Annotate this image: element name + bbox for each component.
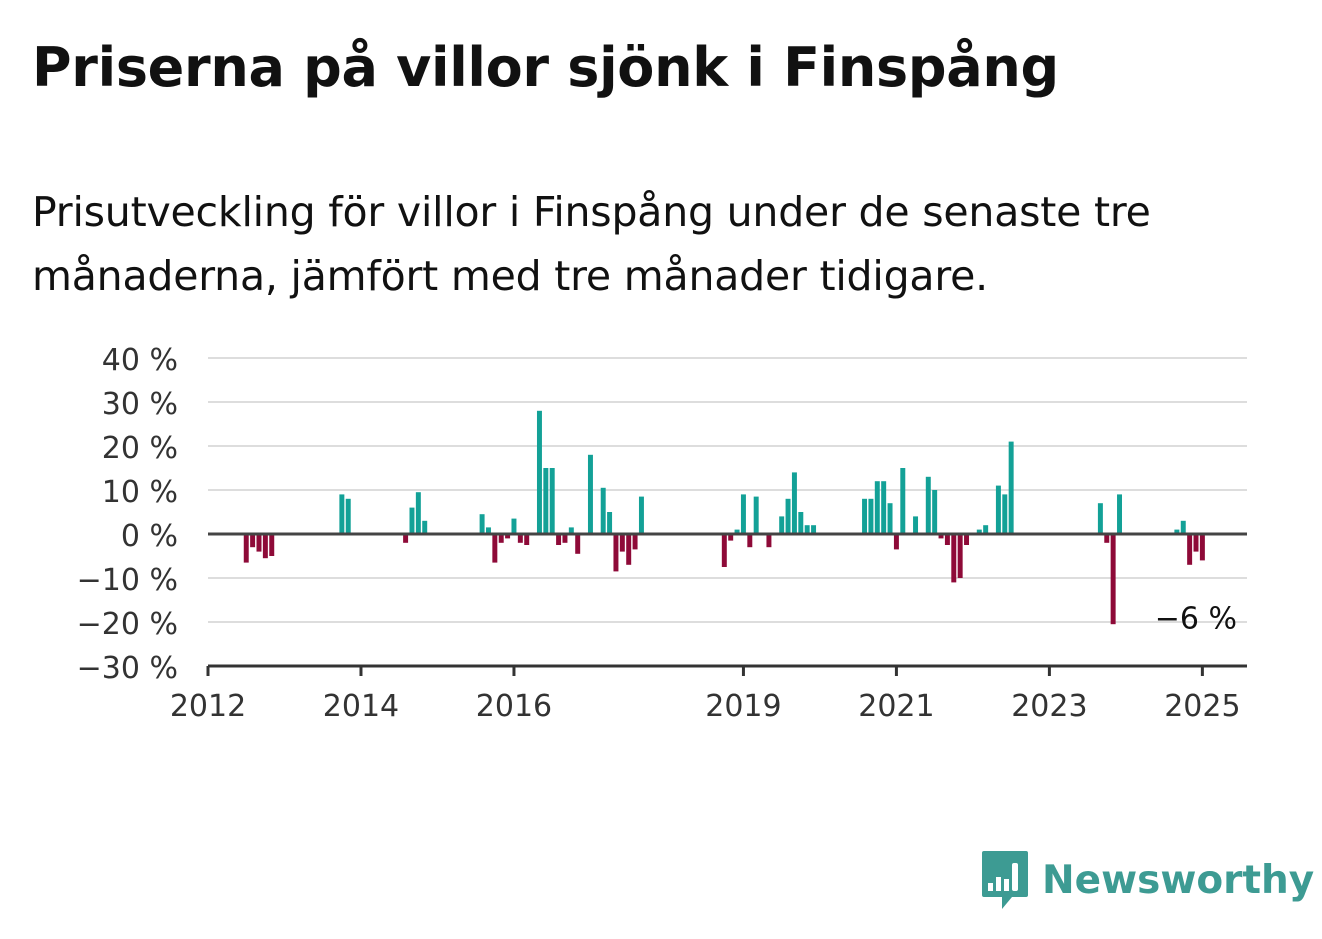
x-tick-label: 2014 bbox=[323, 689, 399, 724]
bar bbox=[983, 525, 989, 534]
bar bbox=[779, 516, 785, 534]
y-tick-label: 10 % bbox=[102, 475, 178, 510]
newsworthy-logo-icon bbox=[982, 851, 1028, 909]
bar bbox=[721, 534, 727, 567]
bar bbox=[536, 410, 542, 534]
bar bbox=[549, 468, 555, 534]
bar bbox=[938, 534, 944, 539]
bar bbox=[944, 534, 950, 545]
bar bbox=[785, 498, 791, 534]
bar bbox=[1117, 494, 1123, 534]
bar bbox=[403, 534, 409, 543]
bar bbox=[568, 527, 574, 534]
bar bbox=[740, 494, 746, 534]
bar bbox=[753, 496, 759, 534]
bar bbox=[492, 534, 498, 563]
bar bbox=[1002, 494, 1008, 534]
bar bbox=[505, 534, 511, 539]
bar bbox=[1174, 529, 1180, 534]
bar bbox=[913, 516, 919, 534]
bar bbox=[415, 492, 421, 534]
bar bbox=[479, 514, 485, 534]
price-change-bar-chart: 40 % 30 % 20 % 10 % 0 % −10 % −20 % −30 %2012 20… bbox=[77, 343, 1247, 724]
bar bbox=[1008, 441, 1014, 534]
bar bbox=[932, 490, 938, 534]
bar bbox=[409, 507, 415, 534]
y-tick-label: 20 % bbox=[102, 431, 178, 466]
bar bbox=[243, 534, 249, 563]
bar bbox=[517, 534, 523, 543]
y-tick-label: −20 % bbox=[77, 607, 178, 642]
bar bbox=[747, 534, 753, 548]
bar bbox=[562, 534, 568, 543]
bar bbox=[250, 534, 256, 548]
bar bbox=[995, 485, 1001, 534]
bar bbox=[626, 534, 632, 565]
bar bbox=[600, 487, 606, 534]
bar bbox=[422, 520, 428, 534]
bar bbox=[613, 534, 619, 572]
bar bbox=[734, 529, 740, 534]
bar bbox=[881, 481, 887, 534]
bar bbox=[728, 534, 734, 541]
x-tick-label: 2019 bbox=[705, 689, 781, 724]
brand-name: Newsworthy bbox=[1042, 857, 1315, 903]
y-tick-label: 40 % bbox=[102, 343, 178, 378]
bar bbox=[964, 534, 970, 545]
bar bbox=[868, 498, 874, 534]
bar bbox=[607, 512, 613, 534]
bar bbox=[619, 534, 625, 552]
bar bbox=[862, 498, 868, 534]
end-value-label: −6 % bbox=[1155, 601, 1237, 636]
bar bbox=[1104, 534, 1110, 543]
bar bbox=[900, 468, 906, 534]
chart-title: Priserna på villor sjönk i Finspång bbox=[32, 36, 1059, 99]
bar bbox=[524, 534, 530, 545]
bar bbox=[638, 496, 644, 534]
bar bbox=[485, 527, 491, 534]
bar bbox=[256, 534, 262, 552]
x-tick-label: 2025 bbox=[1164, 689, 1240, 724]
bar bbox=[893, 534, 899, 550]
bar bbox=[925, 476, 931, 534]
brand-logo: Newsworthy bbox=[980, 848, 1314, 912]
bar bbox=[543, 468, 549, 534]
x-tick-label: 2016 bbox=[476, 689, 552, 724]
x-tick-label: 2012 bbox=[170, 689, 246, 724]
bar bbox=[976, 529, 982, 534]
bar bbox=[1180, 520, 1186, 534]
bar bbox=[498, 534, 504, 543]
bar bbox=[951, 534, 957, 583]
bar bbox=[957, 534, 963, 578]
y-tick-label: −30 % bbox=[77, 651, 178, 686]
bar bbox=[791, 472, 797, 534]
bar bbox=[874, 481, 880, 534]
bar bbox=[887, 503, 893, 534]
bar bbox=[804, 525, 810, 534]
bar bbox=[1097, 503, 1103, 534]
bar bbox=[511, 518, 517, 534]
bar bbox=[1199, 534, 1205, 561]
bar bbox=[575, 534, 581, 554]
bar bbox=[1187, 534, 1193, 565]
bar bbox=[1193, 534, 1199, 552]
bar bbox=[269, 534, 275, 556]
x-tick-label: 2021 bbox=[858, 689, 934, 724]
y-tick-label: 30 % bbox=[102, 387, 178, 422]
x-tick-label: 2023 bbox=[1011, 689, 1087, 724]
bar bbox=[1110, 534, 1116, 625]
bar bbox=[811, 525, 817, 534]
y-tick-label: 0 % bbox=[121, 519, 178, 554]
bar bbox=[262, 534, 268, 559]
bar bbox=[632, 534, 638, 550]
bar bbox=[766, 534, 772, 548]
y-tick-label: −10 % bbox=[77, 563, 178, 598]
chart-subtitle: Prisutveckling för villor i Finspång und… bbox=[32, 188, 1151, 300]
bar bbox=[556, 534, 562, 545]
bar bbox=[587, 454, 593, 534]
bar bbox=[798, 512, 804, 534]
bar bbox=[345, 498, 351, 534]
bar bbox=[339, 494, 345, 534]
